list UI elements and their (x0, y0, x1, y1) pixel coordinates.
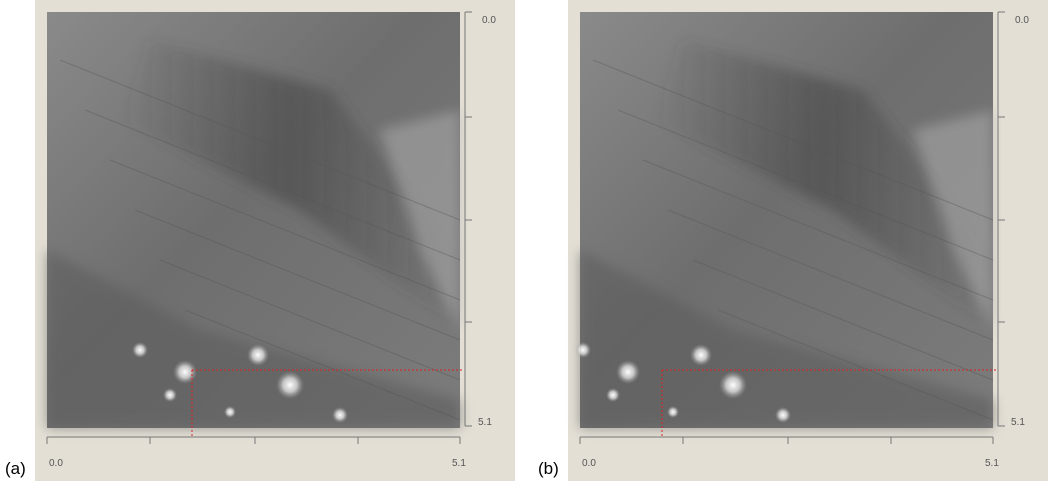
x-scale-end: 5.1 (452, 458, 466, 469)
figure: 0.0 5.1 0.0 5.1 (a) 0.0 5.1 0.0 5.1 (b) (0, 0, 1050, 481)
bright-feature (332, 407, 348, 423)
bright-feature (132, 342, 148, 358)
y-scale-end: 5.1 (478, 417, 492, 428)
panel-label: (a) (5, 459, 26, 478)
bright-feature (719, 371, 747, 399)
bright-feature (606, 388, 620, 402)
x-scale-start: 0.0 (49, 458, 63, 469)
bright-feature (247, 344, 269, 366)
bright-feature (775, 407, 791, 423)
scan-image (47, 12, 460, 428)
bright-feature (667, 406, 679, 418)
panel: 0.0 5.1 0.0 5.1 (b) (538, 0, 1048, 481)
bright-feature (690, 344, 712, 366)
y-scale-start: 0.0 (1015, 15, 1029, 26)
x-scale-end: 5.1 (985, 458, 999, 469)
x-scale-start: 0.0 (582, 458, 596, 469)
bright-feature (616, 360, 640, 384)
bright-feature (224, 406, 236, 418)
bright-feature (163, 388, 177, 402)
panel: 0.0 5.1 0.0 5.1 (a) (5, 0, 515, 481)
panel-label: (b) (538, 459, 559, 478)
y-scale-end: 5.1 (1011, 417, 1025, 428)
bright-feature (173, 360, 197, 384)
scan-image (575, 12, 993, 428)
bright-feature (276, 371, 304, 399)
page: 0.05.10.05.1(a)0.05.10.05.1(b) (() => { … (0, 0, 1050, 486)
y-scale-start: 0.0 (482, 15, 496, 26)
bright-feature (575, 342, 591, 358)
